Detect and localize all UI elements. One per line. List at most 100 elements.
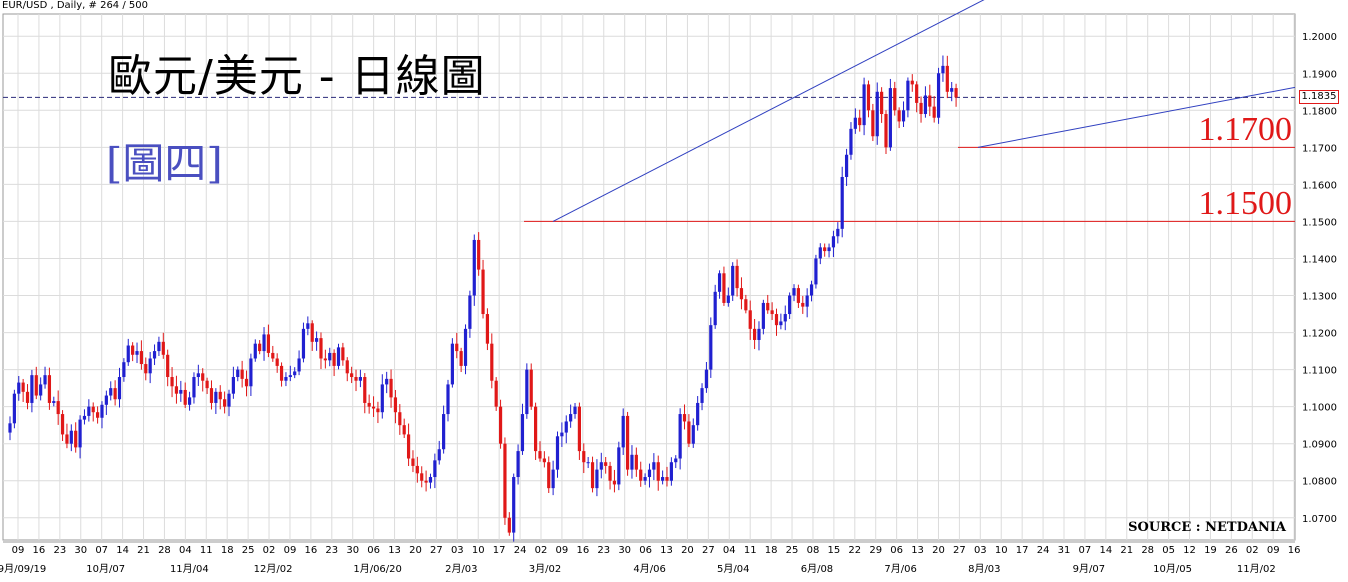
candle-body xyxy=(345,360,349,374)
x-tick-label: 04 xyxy=(179,545,192,556)
candle-body xyxy=(858,117,862,126)
candle-body xyxy=(385,378,389,385)
x-tick-label: 16 xyxy=(305,545,318,556)
candle-body xyxy=(674,458,678,463)
candle-body xyxy=(424,480,428,483)
x-tick-label: 30 xyxy=(74,545,87,556)
x-tick-label: 07 xyxy=(1079,545,1092,556)
chart-title: 歐元/美元 - 日線圖 xyxy=(108,51,486,102)
candle-body xyxy=(862,84,866,126)
candle-body xyxy=(954,88,958,98)
candle-body xyxy=(100,404,104,418)
x-month-label: 2月/03 xyxy=(445,563,477,575)
candle-body xyxy=(717,273,722,292)
candle-body xyxy=(236,369,240,378)
x-tick-label: 31 xyxy=(1058,545,1071,556)
x-tick-label: 21 xyxy=(137,545,150,556)
candle-body xyxy=(665,477,669,481)
x-tick-label: 13 xyxy=(911,545,924,556)
x-tick-label: 16 xyxy=(576,545,589,556)
candle-body xyxy=(551,469,555,489)
candle-body xyxy=(880,91,884,115)
x-tick-label: 16 xyxy=(33,545,46,556)
x-tick-label: 19 xyxy=(1204,545,1217,556)
candle-body xyxy=(214,391,218,403)
candle-body xyxy=(652,462,656,470)
y-tick-label: 1.1600 xyxy=(1302,180,1337,191)
candle-body xyxy=(774,314,779,326)
candle-body xyxy=(319,338,323,359)
x-month-label: 10月/05 xyxy=(1153,563,1192,575)
candle-body xyxy=(691,425,695,444)
candle-body xyxy=(209,388,214,403)
symbol-info: EUR/USD , Daily, # 264 / 500 xyxy=(2,0,148,11)
x-month-label: 11月/02 xyxy=(1237,563,1276,575)
candle-body xyxy=(174,386,179,394)
candle-body xyxy=(297,358,301,372)
candle-body xyxy=(831,236,836,248)
candle-body xyxy=(853,117,857,129)
candle-body xyxy=(639,469,643,481)
x-tick-label: 15 xyxy=(828,545,841,556)
candle-body xyxy=(888,88,892,148)
candle-body xyxy=(301,328,306,359)
candle-body xyxy=(547,462,551,489)
x-tick-label: 24 xyxy=(514,545,527,556)
candle-body xyxy=(512,477,516,533)
candle-body xyxy=(56,401,60,415)
candle-body xyxy=(446,384,450,415)
x-tick-label: 28 xyxy=(1141,545,1154,556)
candle-body xyxy=(411,458,415,466)
candle-body xyxy=(893,88,897,111)
y-tick-label: 1.1400 xyxy=(1302,254,1337,265)
x-tick-label: 02 xyxy=(1246,545,1259,556)
y-tick-label: 1.0700 xyxy=(1302,514,1337,525)
current-price-badge: 1.1835 xyxy=(1299,90,1339,105)
candle-body xyxy=(279,365,284,381)
candle-body xyxy=(371,406,376,409)
candle-body xyxy=(336,347,341,366)
x-month-label: 3月/02 xyxy=(529,563,561,575)
x-tick-label: 22 xyxy=(848,545,861,556)
x-tick-label: 26 xyxy=(1225,545,1238,556)
candle-body xyxy=(187,397,192,405)
candle-body xyxy=(529,369,533,407)
candle-body xyxy=(223,399,227,407)
candle-body xyxy=(498,406,503,444)
candle-body xyxy=(262,334,266,352)
y-tick-label: 1.2000 xyxy=(1302,32,1337,43)
candle-body xyxy=(836,228,840,237)
candle-body xyxy=(363,377,367,403)
candle-body xyxy=(534,406,538,452)
candle-body xyxy=(818,247,822,259)
x-tick-label: 13 xyxy=(388,545,401,556)
candle-body xyxy=(840,176,844,229)
candle-body xyxy=(599,462,603,470)
y-tick-label: 1.1900 xyxy=(1302,69,1337,80)
x-tick-label: 09 xyxy=(284,545,297,556)
x-tick-label: 06 xyxy=(367,545,380,556)
candle-body xyxy=(494,380,498,407)
x-month-label: 9月/07 xyxy=(1073,563,1105,575)
candle-body xyxy=(923,95,928,115)
candle-body xyxy=(687,421,691,444)
candle-body xyxy=(60,414,65,435)
candle-body xyxy=(485,314,490,344)
candle-body xyxy=(389,378,393,398)
candle-body xyxy=(179,389,183,394)
candle-body xyxy=(218,391,222,400)
candle-body xyxy=(910,80,914,85)
candle-body xyxy=(726,295,730,303)
candle-body xyxy=(678,414,682,459)
candle-body xyxy=(945,65,949,92)
x-tick-label: 27 xyxy=(953,545,966,556)
candle-body xyxy=(144,364,148,374)
candle-body xyxy=(161,341,165,355)
candle-body xyxy=(643,477,647,481)
candle-body xyxy=(293,371,297,376)
candle-body xyxy=(402,425,406,435)
y-tick-label: 1.1100 xyxy=(1302,366,1337,377)
candle-body xyxy=(560,432,564,437)
x-tick-label: 27 xyxy=(430,545,443,556)
x-tick-label: 03 xyxy=(974,545,987,556)
